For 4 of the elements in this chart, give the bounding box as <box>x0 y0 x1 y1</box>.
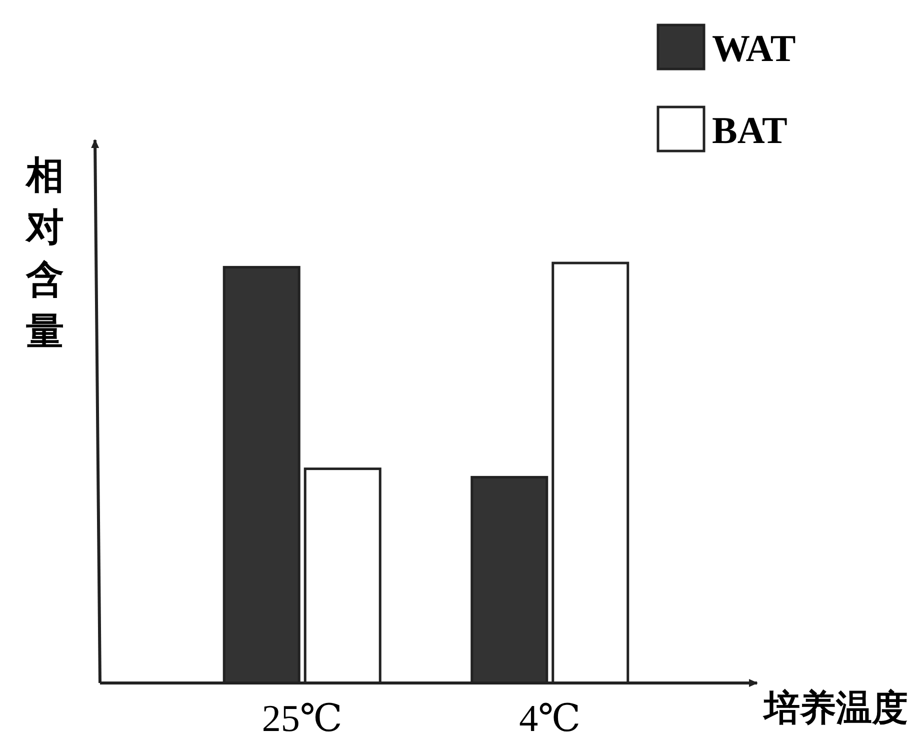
xlabel: 培养温度 <box>764 688 908 728</box>
ylabel: 相对含量 <box>26 155 64 353</box>
legend-label: BAT <box>712 110 788 152</box>
legend-label: WAT <box>712 28 796 70</box>
